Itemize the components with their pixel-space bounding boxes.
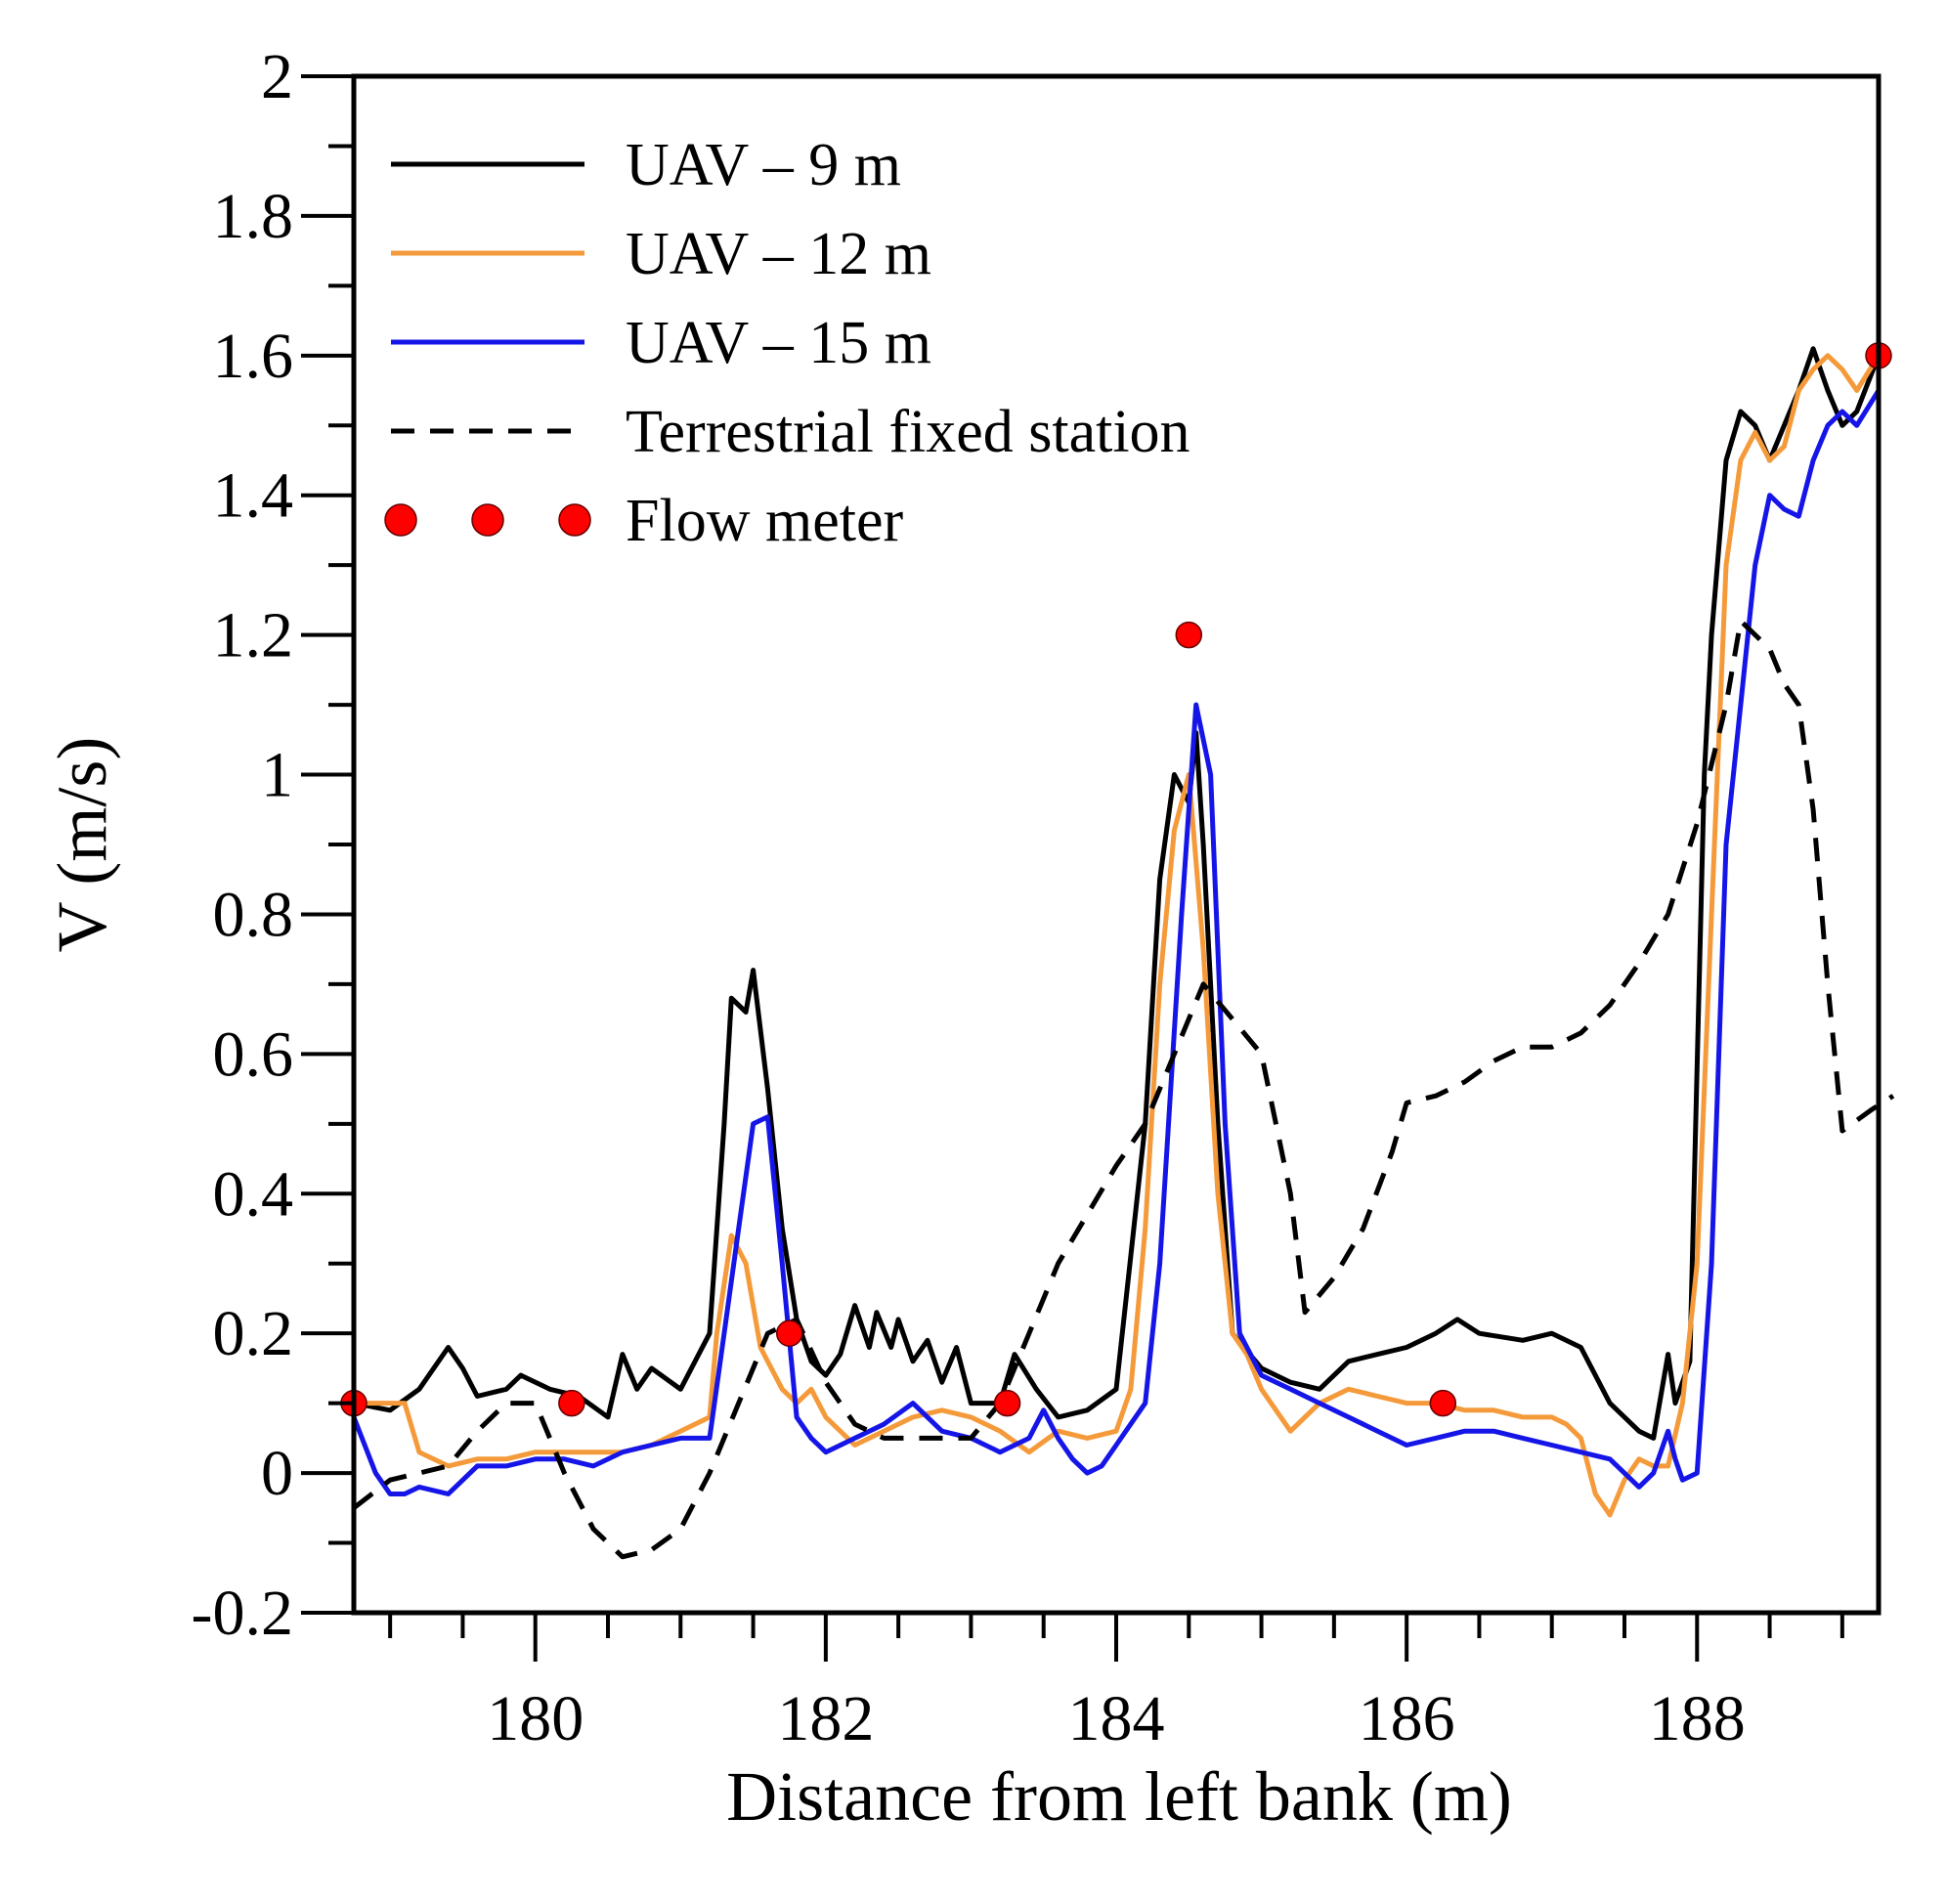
- y-tick-label: 0.6: [213, 1018, 294, 1090]
- ticks-layer: -0.2 0 0.2 0.4 0.6 0.8 1 1.2 1.4 1.6 1.8 2 180 182 184…: [192, 41, 1844, 1754]
- marker-layer: [340, 342, 1892, 1417]
- series-line-3: [354, 618, 1895, 1560]
- y-tick-label: 1: [261, 740, 293, 811]
- flow-meter-point: [1429, 1389, 1457, 1417]
- x-axis-title: Distance from left bank (m): [726, 1757, 1512, 1836]
- flow-meter-point: [558, 1389, 585, 1417]
- x-tick-label: 184: [1068, 1683, 1165, 1754]
- series-line-2: [354, 389, 1882, 1496]
- legend-swatch-flow-meter: [384, 503, 417, 537]
- legend-swatch-flow-meter: [558, 503, 591, 537]
- legend-label-2: UAV – 15 m: [626, 310, 931, 376]
- legend-label-0: UAV – 9 m: [626, 132, 901, 198]
- y-tick-label: 1.6: [213, 321, 294, 392]
- y-tick-label: 1.8: [213, 181, 294, 252]
- x-tick-label: 182: [777, 1683, 874, 1754]
- legend: UAV – 9 m UAV – 12 m UAV – 15 m Terrestrial…: [384, 132, 1190, 554]
- legend-label-4: Flow meter: [626, 488, 903, 554]
- y-tick-label: 0: [261, 1438, 293, 1509]
- y-tick-label: 1.2: [213, 600, 294, 671]
- x-tick-label: 188: [1649, 1683, 1746, 1754]
- y-tick-label: 0.2: [213, 1298, 294, 1369]
- y-tick-label: 0.4: [213, 1158, 294, 1230]
- y-tick-label: 1.4: [213, 460, 294, 532]
- flow-meter-point: [775, 1320, 803, 1347]
- legend-swatch-flow-meter: [471, 503, 504, 537]
- y-tick-label: 0.8: [213, 879, 294, 950]
- flow-meter-point: [993, 1389, 1021, 1417]
- legend-label-3: Terrestrial fixed station: [626, 399, 1190, 465]
- y-tick-label: 2: [261, 41, 293, 112]
- series-layer: [354, 346, 1895, 1560]
- x-tick-label: 180: [487, 1683, 584, 1754]
- legend-label-1: UAV – 12 m: [626, 221, 931, 287]
- x-tick-label: 186: [1359, 1683, 1455, 1754]
- flow-meter-point: [1175, 621, 1203, 649]
- y-tick-label: -0.2: [192, 1578, 293, 1649]
- y-axis-title: V (m/s): [43, 737, 121, 953]
